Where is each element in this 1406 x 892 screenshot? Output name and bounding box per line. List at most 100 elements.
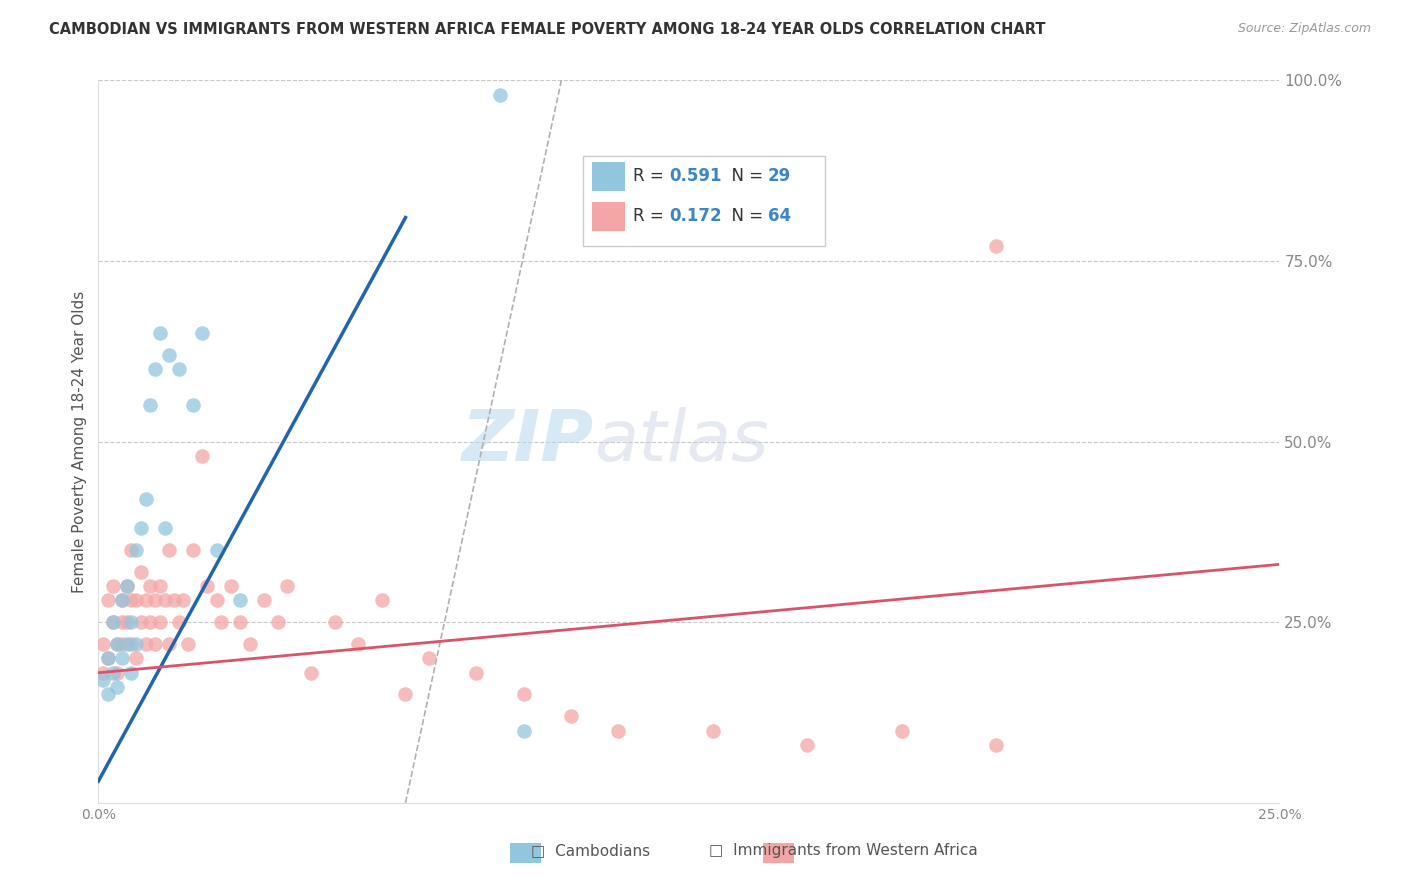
Point bbox=[205, 542, 228, 557]
Point bbox=[111, 637, 134, 651]
Point bbox=[229, 593, 252, 607]
Point bbox=[181, 398, 204, 412]
Text: □  Immigrants from Western Africa: □ Immigrants from Western Africa bbox=[709, 843, 979, 858]
Point bbox=[167, 362, 190, 376]
Text: N =: N = bbox=[721, 168, 768, 186]
Point bbox=[149, 326, 172, 340]
Point bbox=[276, 579, 298, 593]
Point bbox=[115, 637, 138, 651]
Point bbox=[125, 542, 148, 557]
Point bbox=[115, 615, 138, 630]
Point bbox=[143, 362, 166, 376]
Point bbox=[91, 665, 114, 680]
Bar bbox=[592, 202, 626, 230]
Point bbox=[239, 637, 262, 651]
Point bbox=[205, 593, 228, 607]
Point bbox=[97, 651, 120, 665]
Point bbox=[267, 615, 290, 630]
Y-axis label: Female Poverty Among 18-24 Year Olds: Female Poverty Among 18-24 Year Olds bbox=[72, 291, 87, 592]
Point bbox=[97, 651, 120, 665]
FancyBboxPatch shape bbox=[582, 156, 825, 246]
Point bbox=[219, 579, 242, 593]
Point bbox=[139, 615, 162, 630]
Point bbox=[172, 593, 194, 607]
Text: R =: R = bbox=[634, 207, 669, 225]
Point bbox=[418, 651, 440, 665]
Text: N =: N = bbox=[721, 207, 768, 225]
Point bbox=[111, 593, 134, 607]
Point bbox=[465, 665, 488, 680]
Point bbox=[97, 593, 120, 607]
Point bbox=[111, 593, 134, 607]
Point bbox=[129, 615, 152, 630]
Text: 29: 29 bbox=[768, 168, 792, 186]
Point bbox=[135, 492, 157, 507]
Point bbox=[129, 565, 152, 579]
Point bbox=[157, 542, 180, 557]
Point bbox=[560, 709, 582, 723]
Point bbox=[125, 651, 148, 665]
Point bbox=[97, 687, 120, 701]
Point bbox=[125, 593, 148, 607]
Point bbox=[890, 723, 912, 738]
Point bbox=[512, 723, 534, 738]
Point bbox=[101, 615, 124, 630]
Point bbox=[111, 615, 134, 630]
Point bbox=[299, 665, 322, 680]
Text: □  Cambodians: □ Cambodians bbox=[531, 843, 650, 858]
Point bbox=[984, 239, 1007, 253]
Bar bbox=[763, 843, 794, 863]
Point bbox=[91, 673, 114, 687]
Point bbox=[191, 449, 214, 463]
Point bbox=[121, 593, 143, 607]
Point bbox=[121, 637, 143, 651]
Point bbox=[101, 615, 124, 630]
Point bbox=[143, 593, 166, 607]
Point bbox=[153, 593, 176, 607]
Point bbox=[143, 637, 166, 651]
Point bbox=[177, 637, 200, 651]
Point bbox=[702, 723, 724, 738]
Text: 64: 64 bbox=[768, 207, 792, 225]
Text: 0.591: 0.591 bbox=[669, 168, 721, 186]
Point bbox=[121, 542, 143, 557]
Point bbox=[796, 738, 818, 752]
Point bbox=[607, 723, 630, 738]
Point bbox=[105, 637, 128, 651]
Point bbox=[101, 665, 124, 680]
Point bbox=[181, 542, 204, 557]
Point bbox=[121, 665, 143, 680]
Text: CAMBODIAN VS IMMIGRANTS FROM WESTERN AFRICA FEMALE POVERTY AMONG 18-24 YEAR OLDS: CAMBODIAN VS IMMIGRANTS FROM WESTERN AFR… bbox=[49, 22, 1046, 37]
Point bbox=[115, 579, 138, 593]
Point bbox=[512, 687, 534, 701]
Point bbox=[163, 593, 186, 607]
Point bbox=[111, 651, 134, 665]
Point bbox=[371, 593, 394, 607]
Point bbox=[91, 637, 114, 651]
Point bbox=[157, 637, 180, 651]
Point bbox=[105, 680, 128, 694]
Point bbox=[139, 398, 162, 412]
Bar bbox=[510, 843, 541, 863]
Text: atlas: atlas bbox=[595, 407, 769, 476]
Point bbox=[121, 615, 143, 630]
Point bbox=[149, 579, 172, 593]
Point bbox=[209, 615, 232, 630]
Point bbox=[105, 637, 128, 651]
Text: 0.172: 0.172 bbox=[669, 207, 721, 225]
Point bbox=[135, 593, 157, 607]
Point bbox=[984, 738, 1007, 752]
Point bbox=[115, 579, 138, 593]
Point bbox=[157, 348, 180, 362]
Point bbox=[153, 521, 176, 535]
Point bbox=[129, 521, 152, 535]
Text: ZIP: ZIP bbox=[463, 407, 595, 476]
Point bbox=[135, 637, 157, 651]
Text: Source: ZipAtlas.com: Source: ZipAtlas.com bbox=[1237, 22, 1371, 36]
Point bbox=[323, 615, 346, 630]
Point bbox=[139, 579, 162, 593]
Point bbox=[101, 579, 124, 593]
Point bbox=[125, 637, 148, 651]
Point bbox=[394, 687, 416, 701]
Point bbox=[229, 615, 252, 630]
